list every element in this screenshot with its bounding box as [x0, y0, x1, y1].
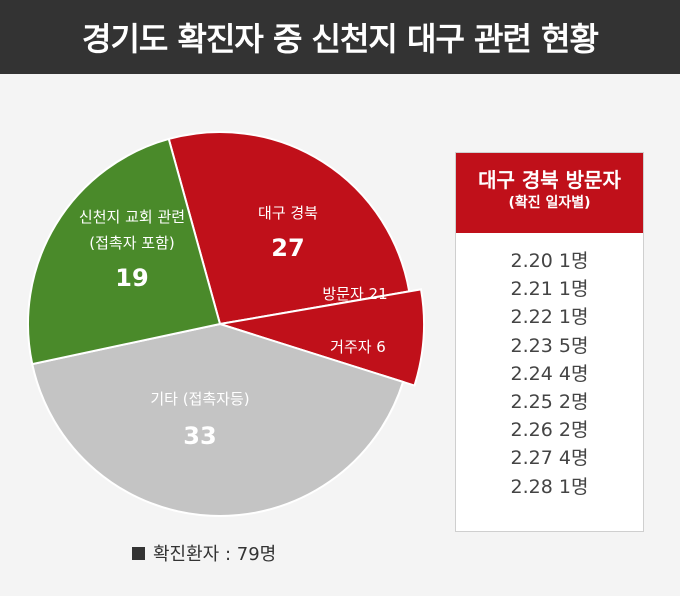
slice-daegu-residents — [219, 288, 425, 387]
row-date: 2.23 — [510, 334, 553, 357]
row-date: 2.20 — [510, 250, 553, 272]
row-date: 2.26 — [510, 419, 553, 442]
row-count: 4명 — [558, 362, 589, 385]
row-count: 1명 — [558, 306, 589, 329]
slice-value-other: 33 — [183, 422, 216, 450]
table-rows: 2.20 1명 2.21 1명 2.22 1명 2.23 5명 2.24 4명 2.25 2명 2.26… — [456, 233, 643, 501]
table-row: 2.28 1명 — [456, 473, 643, 501]
slice-label-shincheonji-2: (접촉자 포함) — [89, 234, 174, 252]
row-date: 2.21 — [510, 278, 553, 301]
table-row: 2.23 5명 — [456, 332, 643, 360]
slice-label-daegu: 대구 경북 — [258, 204, 318, 222]
pie-chart: 대구 경북 27 방문자 21 거주자 6 신천지 교회 관련 (접촉자 포함) 19 기타 … — [27, 131, 425, 517]
table-row: 2.25 2명 — [456, 388, 643, 416]
row-count: 1명 — [558, 278, 589, 301]
table-row: 2.27 4명 — [456, 444, 643, 472]
title-bar: 경기도 확진자 중 신천지 대구 관련 현황 — [0, 0, 680, 74]
visitor-table: 대구 경북 방문자 (확진 일자별) 2.20 1명 2.21 1명 2.22 1명 2.2… — [455, 152, 644, 532]
legend-total-label: 확진환자 : 79명 — [153, 544, 277, 565]
table-row: 2.22 1명 — [456, 303, 643, 331]
slice-label-other: 기타 (접촉자등) — [150, 390, 249, 408]
slice-shincheonji — [27, 137, 222, 366]
subslice-label-visitors: 방문자 21 — [322, 285, 387, 303]
row-date: 2.25 — [510, 390, 553, 413]
table-header: 대구 경북 방문자 (확진 일자별) — [456, 153, 643, 233]
row-count: 1명 — [558, 475, 589, 498]
table-header-title: 대구 경북 방문자 — [478, 168, 621, 192]
slice-other — [31, 322, 405, 517]
row-count: 2명 — [558, 390, 589, 413]
page-title: 경기도 확진자 중 신천지 대구 관련 현황 — [82, 20, 599, 58]
row-count: 1명 — [558, 250, 589, 272]
row-date: 2.27 — [510, 447, 553, 470]
table-row: 2.26 2명 — [456, 416, 643, 444]
row-date: 2.22 — [510, 306, 553, 329]
slice-value-shincheonji: 19 — [115, 264, 148, 292]
table-row: 2.20 1명 — [456, 247, 643, 275]
slice-daegu-visitors — [167, 131, 411, 326]
row-date: 2.28 — [510, 475, 553, 498]
row-date: 2.24 — [510, 362, 553, 385]
row-count: 4명 — [558, 447, 589, 470]
row-count: 5명 — [558, 334, 589, 357]
legend: 확진환자 : 79명 — [132, 540, 276, 566]
slice-label-shincheonji-1: 신천지 교회 관련 — [79, 208, 185, 226]
slice-value-daegu: 27 — [271, 234, 304, 262]
subslice-label-residents: 거주자 6 — [330, 338, 386, 356]
table-header-subtitle: (확진 일자별) — [508, 195, 591, 211]
table-row: 2.21 1명 — [456, 275, 643, 303]
row-count: 2명 — [558, 419, 589, 442]
table-row: 2.24 4명 — [456, 360, 643, 388]
legend-square-icon — [132, 546, 145, 560]
